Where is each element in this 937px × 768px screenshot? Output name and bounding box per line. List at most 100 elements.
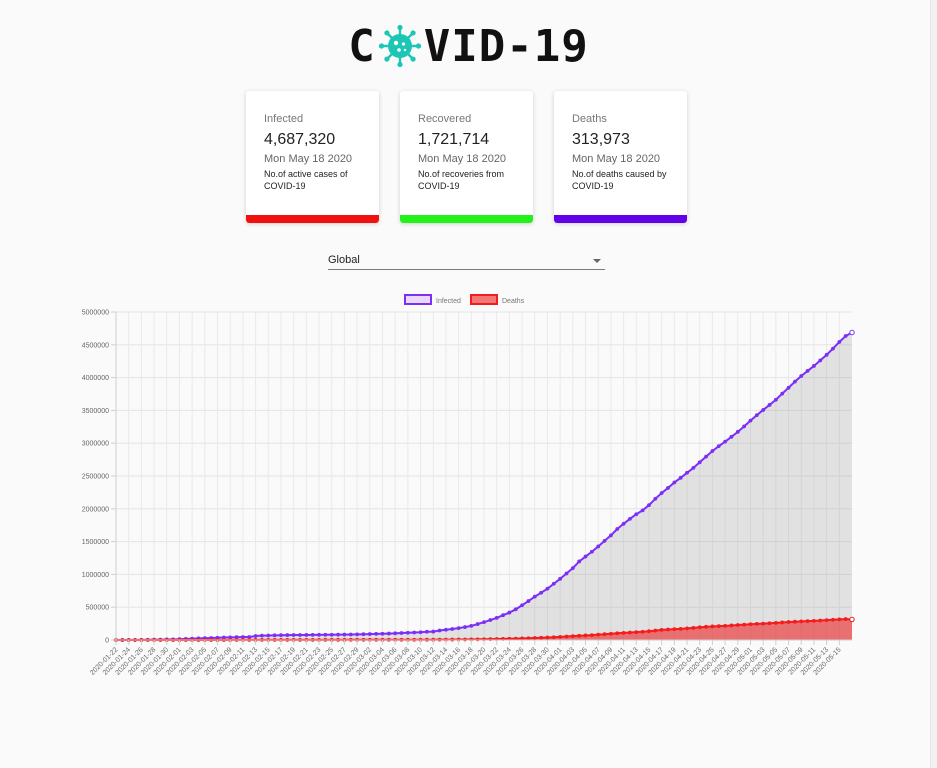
y-tick-label: 3000000 bbox=[82, 441, 109, 448]
point-deaths bbox=[551, 635, 556, 640]
point-infected bbox=[666, 486, 670, 490]
point-infected bbox=[405, 630, 410, 635]
point-infected bbox=[621, 521, 626, 526]
point-deaths bbox=[596, 632, 601, 637]
point-infected bbox=[469, 624, 474, 628]
point-infected bbox=[551, 581, 556, 586]
point-infected bbox=[742, 424, 747, 429]
card-count: 313,973 bbox=[572, 131, 630, 148]
y-tick-label: 1000000 bbox=[82, 572, 109, 579]
point-infected bbox=[348, 632, 353, 637]
point-infected bbox=[501, 613, 505, 618]
chart-areas bbox=[116, 332, 852, 640]
y-tick-label: 2000000 bbox=[82, 506, 109, 513]
point-infected bbox=[304, 633, 309, 637]
y-tick-label: 0 bbox=[105, 638, 109, 645]
point-infected bbox=[608, 533, 613, 538]
point-deaths bbox=[723, 623, 728, 628]
point-infected bbox=[818, 358, 823, 363]
point-infected bbox=[691, 465, 696, 470]
point-deaths bbox=[608, 631, 613, 636]
chevron-down-icon bbox=[593, 259, 601, 263]
point-deaths bbox=[666, 627, 670, 632]
legend-swatch bbox=[470, 294, 498, 305]
card-title: Infected bbox=[264, 113, 304, 125]
point-infected bbox=[659, 491, 664, 495]
point-infected bbox=[367, 632, 372, 636]
point-infected bbox=[583, 554, 588, 559]
point-deaths bbox=[805, 619, 810, 624]
point-infected bbox=[780, 391, 785, 396]
y-tick-label: 2500000 bbox=[82, 474, 109, 481]
point-deaths bbox=[773, 620, 778, 625]
legend-item-infected: Infected bbox=[404, 294, 461, 305]
point-deaths bbox=[761, 621, 766, 626]
point-infected bbox=[266, 633, 271, 638]
page-scrollbar[interactable] bbox=[930, 0, 937, 768]
point-infected bbox=[831, 346, 835, 351]
country-select[interactable]: Global bbox=[328, 249, 605, 270]
point-infected bbox=[513, 607, 518, 612]
point-infected bbox=[386, 631, 391, 636]
card-title: Deaths bbox=[572, 113, 607, 125]
point-deaths bbox=[812, 618, 816, 623]
point-infected bbox=[532, 594, 537, 599]
point-infected bbox=[729, 434, 734, 439]
point-infected bbox=[647, 503, 651, 508]
y-tick-label: 5000000 bbox=[82, 310, 109, 317]
point-infected bbox=[336, 632, 340, 637]
y-tick-label: 4500000 bbox=[82, 342, 109, 349]
point-infected bbox=[539, 590, 544, 595]
legend-label: Infected bbox=[436, 298, 461, 305]
point-infected bbox=[615, 527, 620, 531]
point-deaths bbox=[792, 619, 797, 624]
point-infected bbox=[482, 620, 486, 625]
point-infected bbox=[640, 508, 645, 513]
point-deaths bbox=[843, 617, 848, 621]
point-infected bbox=[570, 566, 575, 571]
point-deaths bbox=[678, 626, 683, 631]
y-tick-label: 500000 bbox=[86, 605, 109, 612]
point-deaths bbox=[589, 633, 594, 638]
point-infected bbox=[475, 622, 480, 626]
point-end-infected bbox=[849, 329, 855, 336]
point-infected bbox=[317, 632, 321, 637]
point-deaths bbox=[628, 630, 632, 635]
card-date: Mon May 18 2020 bbox=[572, 153, 661, 165]
point-infected bbox=[329, 632, 334, 637]
point-infected bbox=[272, 633, 277, 638]
card-color-bar bbox=[246, 215, 379, 223]
point-infected bbox=[291, 633, 296, 637]
card-count: 1,721,714 bbox=[418, 131, 490, 148]
point-infected bbox=[792, 379, 797, 384]
point-deaths bbox=[564, 634, 569, 639]
point-deaths bbox=[570, 634, 575, 639]
point-infected bbox=[456, 626, 461, 630]
chart-legend: Infected Deaths bbox=[404, 294, 525, 305]
point-deaths bbox=[818, 618, 823, 623]
point-infected bbox=[710, 449, 715, 453]
point-deaths bbox=[799, 619, 804, 624]
point-infected bbox=[824, 352, 829, 357]
point-infected bbox=[843, 334, 848, 338]
point-infected bbox=[545, 586, 550, 591]
point-deaths bbox=[634, 630, 639, 635]
point-infected bbox=[298, 633, 302, 637]
point-deaths bbox=[659, 628, 664, 632]
infected-card: Infected 4,687,320 Mon May 18 2020 No.of… bbox=[246, 91, 379, 223]
point-deaths bbox=[691, 625, 696, 630]
point-infected bbox=[558, 576, 563, 581]
point-infected bbox=[450, 627, 455, 631]
y-tick-label: 4000000 bbox=[82, 375, 109, 382]
point-infected bbox=[735, 429, 740, 434]
point-infected bbox=[285, 633, 290, 637]
point-deaths bbox=[831, 617, 835, 622]
point-infected bbox=[361, 632, 366, 637]
point-deaths bbox=[729, 623, 734, 628]
point-infected bbox=[399, 631, 404, 635]
point-deaths bbox=[754, 622, 759, 626]
point-infected bbox=[748, 418, 753, 423]
point-infected bbox=[596, 544, 601, 549]
point-deaths bbox=[767, 621, 772, 626]
point-infected bbox=[704, 454, 708, 459]
